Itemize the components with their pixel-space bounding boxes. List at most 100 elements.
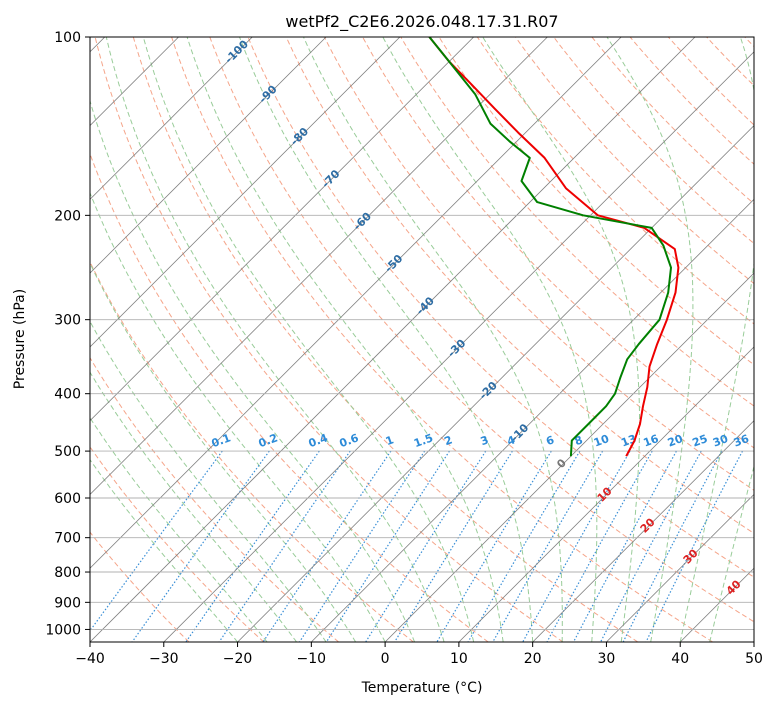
mixing-ratio-label: 3 bbox=[479, 433, 491, 448]
moist-adiabat-line bbox=[709, 464, 754, 642]
x-axis-label: Temperature (°C) bbox=[361, 680, 483, 696]
moist-adiabat-line bbox=[679, 37, 754, 642]
isotherm-line bbox=[311, 198, 754, 642]
x-tick-label: 30 bbox=[598, 651, 616, 667]
isotherm-line bbox=[90, 37, 548, 495]
x-tick-label: −30 bbox=[149, 651, 179, 667]
moist-adiabat-line bbox=[90, 262, 357, 642]
mixing-ratio-label: 0.6 bbox=[338, 431, 361, 450]
isotherm-line bbox=[163, 51, 754, 642]
moist-adiabat-line bbox=[382, 37, 598, 642]
isotherm-line bbox=[753, 641, 754, 642]
dry-adiabat-line bbox=[90, 356, 339, 642]
moist-adiabat-line bbox=[482, 37, 640, 642]
mixing-ratio-line bbox=[522, 450, 631, 642]
dry-adiabat-line bbox=[400, 37, 754, 407]
mixing-ratio-label: 0.1 bbox=[210, 431, 233, 450]
mixing-ratio-label: 6 bbox=[544, 433, 556, 448]
x-tick-label: 40 bbox=[671, 651, 689, 667]
mixing-ratio-label: 36 bbox=[732, 432, 751, 450]
isotherm-line bbox=[90, 37, 696, 642]
x-tick-label: −40 bbox=[75, 651, 105, 667]
y-tick-label: 500 bbox=[54, 444, 81, 460]
chart-title: wetPf2_C2E6.2026.048.17.31.R07 bbox=[285, 12, 558, 32]
mixing-ratio-line bbox=[572, 450, 677, 642]
y-tick-label: 300 bbox=[54, 313, 81, 329]
y-tick-label: 900 bbox=[54, 595, 81, 611]
sounding-profiles bbox=[428, 37, 680, 457]
y-tick-label: 700 bbox=[54, 531, 81, 547]
mixing-ratio-line bbox=[299, 450, 426, 642]
y-tick-label: 600 bbox=[54, 491, 81, 507]
isotherm-line bbox=[90, 37, 253, 200]
mixing-ratio-label: 0.4 bbox=[307, 431, 330, 450]
isotherm-line bbox=[237, 125, 754, 642]
mixing-ratio-label: 30 bbox=[711, 432, 730, 450]
dry-adiabat-line bbox=[171, 37, 713, 642]
mixing-ratio-label: 0.2 bbox=[257, 431, 280, 450]
dewpoint-profile bbox=[428, 37, 672, 457]
y-axis-label: Pressure (hPa) bbox=[12, 289, 28, 389]
isotherm-line bbox=[384, 272, 754, 642]
moist-adiabat-line bbox=[90, 371, 297, 642]
dry-adiabat-line bbox=[323, 37, 754, 491]
x-tick-label: −10 bbox=[297, 651, 327, 667]
y-tick-label: 100 bbox=[54, 30, 81, 46]
mixing-ratio-line bbox=[467, 450, 581, 642]
moist-adiabat-line bbox=[90, 416, 268, 642]
isotherm-line bbox=[90, 37, 327, 274]
mixing-ratio-label: 1 bbox=[384, 433, 396, 448]
moist-adiabat-line bbox=[186, 37, 504, 642]
isotherm-line bbox=[606, 493, 754, 642]
isotherm-line bbox=[90, 37, 474, 422]
mixing-ratio-label: 1.5 bbox=[412, 431, 435, 450]
dry-adiabat-line bbox=[94, 37, 564, 642]
isotherm-line bbox=[458, 346, 754, 642]
x-tick-label: −20 bbox=[223, 651, 253, 667]
mixing-ratio-line bbox=[622, 450, 723, 642]
mixing-ratio-label: 10 bbox=[592, 432, 611, 450]
moist-adiabat-line bbox=[303, 37, 563, 642]
moist-adiabat-line bbox=[90, 191, 386, 642]
mixing-ratio-label: 20 bbox=[666, 432, 685, 450]
moist-adiabat-line bbox=[239, 37, 534, 642]
mixing-ratio-line bbox=[218, 450, 351, 642]
mixing-ratio-label: 2 bbox=[442, 433, 454, 448]
moist-adiabat-line bbox=[606, 37, 694, 642]
mixing-ratio-label: 13 bbox=[619, 432, 638, 449]
mixing-ratio-line bbox=[546, 450, 653, 642]
moist-adiabat-line bbox=[90, 458, 238, 642]
y-tick-label: 1000 bbox=[45, 622, 81, 638]
y-tick-label: 200 bbox=[54, 208, 81, 224]
x-axis-ticks: −40 −30 −20 −10 0 10 20 30 40 50 bbox=[75, 642, 763, 667]
x-tick-label: 50 bbox=[745, 651, 763, 667]
x-tick-label: 0 bbox=[381, 651, 390, 667]
mixing-ratio-line bbox=[185, 450, 320, 642]
dry-adiabat-line bbox=[438, 37, 754, 366]
y-axis-ticks: 100 200 300 400 500 600 700 800 900 1000 bbox=[45, 30, 90, 638]
dry-adiabat-line bbox=[476, 37, 754, 325]
plot-frame bbox=[89, 36, 755, 643]
dry-adiabat-line bbox=[90, 260, 414, 642]
mixing-ratio-label: 4 bbox=[505, 433, 517, 448]
x-tick-label: 10 bbox=[450, 651, 468, 667]
mixing-ratio-label: 16 bbox=[642, 432, 661, 450]
dry-adiabat-line bbox=[90, 531, 190, 642]
dry-adiabat-line bbox=[629, 37, 754, 165]
dry-adiabat-line bbox=[132, 37, 639, 642]
plot-background bbox=[90, 37, 754, 642]
isotherm-line bbox=[90, 37, 622, 569]
temperature-profile bbox=[428, 37, 680, 457]
moist-adiabat-line bbox=[90, 320, 327, 642]
moist-adiabat-line bbox=[142, 37, 475, 642]
background-lines bbox=[90, 37, 754, 642]
mixing-ratio-label: 25 bbox=[691, 432, 710, 449]
isotherm-line bbox=[90, 37, 401, 348]
dry-adiabat-line bbox=[553, 37, 754, 245]
mixing-ratio-line bbox=[90, 450, 223, 632]
mixing-ratio-label: 8 bbox=[573, 433, 585, 448]
moist-adiabat-line bbox=[105, 37, 445, 642]
dry-adiabat-line bbox=[209, 37, 754, 623]
y-tick-label: 800 bbox=[54, 565, 81, 581]
